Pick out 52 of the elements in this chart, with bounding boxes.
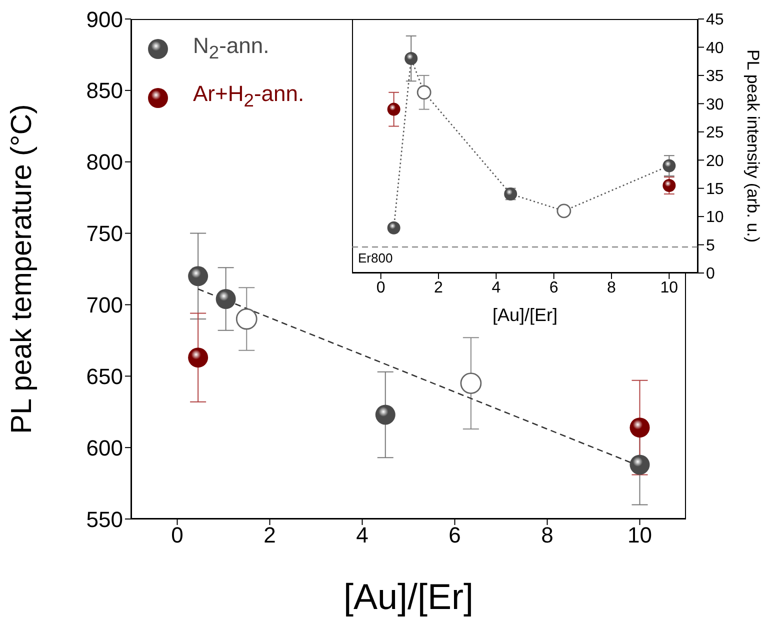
x-axis-title: [Au]/[Er] [343, 576, 474, 617]
y2-tick-label: 25 [706, 124, 724, 142]
y2-tick-label: 35 [706, 68, 724, 86]
x-axis-title: [Au]/[Er] [492, 305, 558, 325]
x-tick-label: 0 [376, 279, 386, 296]
point [556, 204, 572, 218]
point [662, 179, 676, 192]
x-tick-label: 2 [264, 522, 276, 548]
y-tick-label: 600 [86, 435, 123, 460]
x-tick-label: 4 [356, 522, 368, 548]
point [630, 418, 650, 438]
y-tick-label: 700 [86, 292, 123, 318]
y-tick-label: 650 [86, 364, 123, 389]
y2-tick-label: 0 [706, 266, 715, 283]
point [188, 348, 208, 368]
y2-tick-label: 45 [706, 12, 724, 29]
y2-tick-label: 40 [706, 40, 724, 57]
x-tick-label: 6 [448, 522, 461, 548]
point [188, 266, 208, 286]
y-axis-title: PL peak temperature (°C) [6, 104, 38, 434]
point [375, 404, 396, 425]
legend-label: N$_{2}$-ann. [193, 32, 270, 64]
point [216, 289, 236, 309]
point [416, 85, 432, 100]
x-tick-label: 0 [171, 522, 184, 548]
point [662, 159, 676, 172]
point [236, 308, 258, 330]
x-tick-label: 2 [434, 279, 444, 296]
y2-tick-label: 20 [706, 152, 724, 170]
y-tick-label: 800 [86, 150, 123, 175]
x-tick-label: 10 [628, 522, 652, 548]
y2-tick-label: 15 [706, 181, 724, 198]
y2-axis-title: PL peak intensity (arb. u.) [744, 49, 762, 243]
point [630, 454, 650, 475]
x-tick-label: 10 [660, 279, 678, 296]
x-tick-label: 4 [492, 279, 501, 296]
y-tick-label: 850 [86, 78, 123, 104]
legend-label: Ar+H$_{2}$-ann. [193, 80, 304, 113]
y-tick-label: 550 [86, 506, 123, 532]
x-tick-label: 6 [549, 279, 558, 296]
y-tick-label: 750 [86, 221, 123, 246]
ref-line-label: Er800 [358, 250, 393, 266]
y2-tick-label: 5 [706, 237, 715, 254]
point [460, 372, 482, 394]
point [387, 102, 400, 116]
point [387, 221, 400, 234]
point [404, 52, 418, 66]
y2-tick-label: 30 [706, 96, 724, 114]
y-tick-label: 900 [86, 6, 123, 32]
x-tick-label: 8 [607, 279, 616, 296]
x-tick-label: 8 [541, 522, 554, 548]
y2-tick-label: 10 [706, 209, 724, 226]
